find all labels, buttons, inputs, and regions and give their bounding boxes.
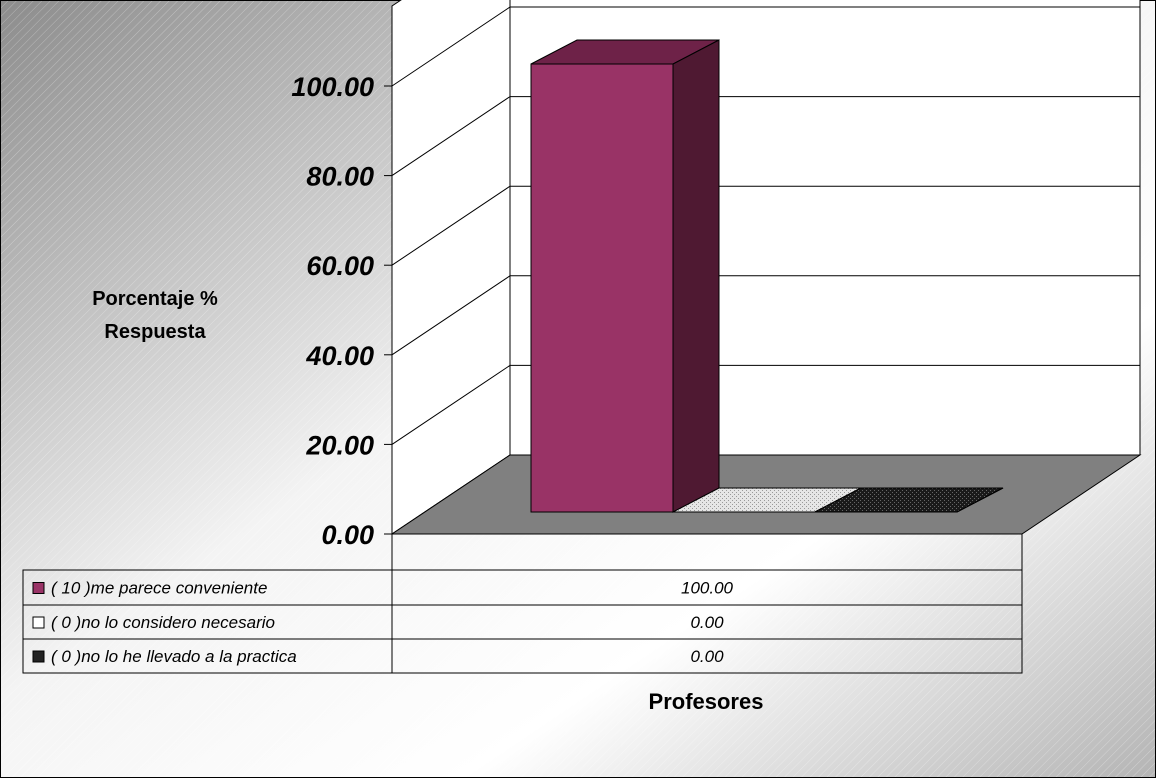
y-axis-title-line2: Respuesta	[104, 321, 206, 343]
data-table-value: 0.00	[690, 613, 724, 632]
gridline	[391, 96, 1140, 177]
bar-front	[530, 63, 674, 513]
y-tick-label: 0.00	[321, 520, 374, 550]
legend-label: ( 10 )me parece conveniente	[51, 579, 267, 598]
legend-swatch	[32, 616, 45, 629]
gridline	[391, 6, 1140, 87]
legend-swatch	[32, 650, 45, 663]
y-tick-label: 20.00	[305, 430, 374, 460]
gridline	[391, 185, 1140, 266]
plot-walls	[391, 0, 1141, 535]
y-tick-label: 40.00	[305, 341, 374, 371]
gridline	[391, 364, 1140, 445]
legend-swatch	[32, 582, 45, 594]
data-table: ( 10 )me parece conveniente 100.00 ( 0 )no…	[22, 534, 1023, 674]
bar-side	[672, 39, 720, 513]
bar-side	[956, 487, 1004, 513]
data-table-value: 100.00	[681, 579, 734, 598]
left-wall	[391, 0, 511, 535]
y-axis-title-line1: Porcentaje %	[92, 288, 218, 310]
legend-label: ( 0 )no lo he llevado a la practica	[51, 647, 297, 666]
gridline	[391, 275, 1140, 356]
y-tick-label: 60.00	[306, 251, 374, 281]
bars	[530, 39, 1004, 513]
y-tick-label: 100.00	[291, 72, 374, 102]
y-tick-label: 80.00	[306, 162, 374, 192]
y-axis-ticks: 0.00 20.00 40.00 60.00 80.00 100.00	[291, 72, 392, 550]
legend-label: ( 0 )no lo considero necesario	[51, 613, 275, 632]
x-axis-category-label: Profesores	[649, 689, 764, 714]
data-table-value: 0.00	[690, 647, 724, 666]
